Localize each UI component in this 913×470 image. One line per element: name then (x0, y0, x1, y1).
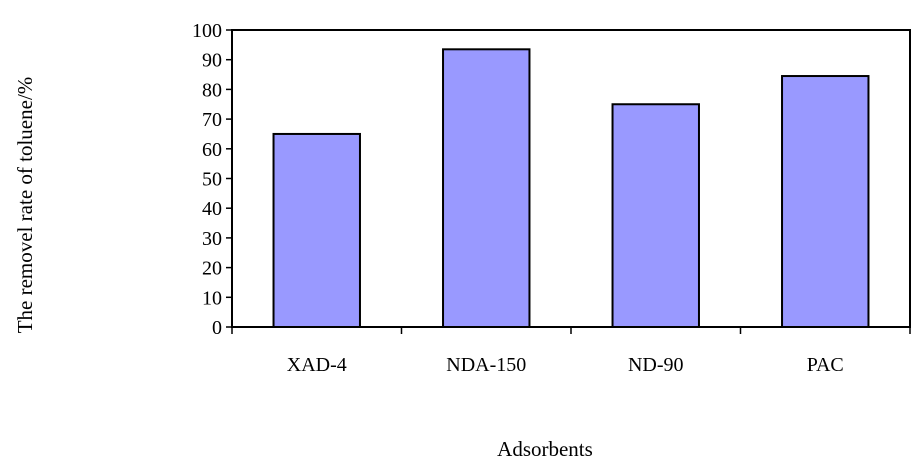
x-tick-label: ND-90 (628, 354, 684, 376)
x-tick-label: PAC (807, 354, 844, 376)
y-tick-label: 20 (202, 258, 222, 280)
y-tick-label: 30 (202, 228, 222, 250)
bar-nd-90 (611, 103, 700, 328)
y-axis: 0 10 20 30 40 50 60 70 80 90 100 (192, 20, 232, 339)
y-tick-label: 10 (202, 287, 222, 309)
x-tick-label: NDA-150 (446, 354, 526, 376)
bar-pac (781, 75, 870, 328)
bar-nda-150 (442, 48, 531, 329)
x-axis: XAD-4 NDA-150 ND-90 PAC (231, 327, 911, 376)
y-tick-label: 100 (192, 20, 222, 42)
y-tick-label: 50 (202, 169, 222, 191)
bars (272, 48, 870, 329)
y-tick-label: 90 (202, 50, 222, 72)
y-axis-label: The removel rate of toluene/% (13, 77, 37, 334)
y-tick-label: 60 (202, 139, 222, 161)
y-tick-label: 0 (212, 317, 222, 339)
x-axis-label: Adsorbents (497, 437, 593, 461)
y-tick-label: 80 (202, 79, 222, 101)
x-tick-label: XAD-4 (287, 354, 347, 376)
bar-xad-4 (272, 132, 361, 328)
y-tick-label: 70 (202, 109, 222, 131)
y-tick-label: 40 (202, 198, 222, 220)
